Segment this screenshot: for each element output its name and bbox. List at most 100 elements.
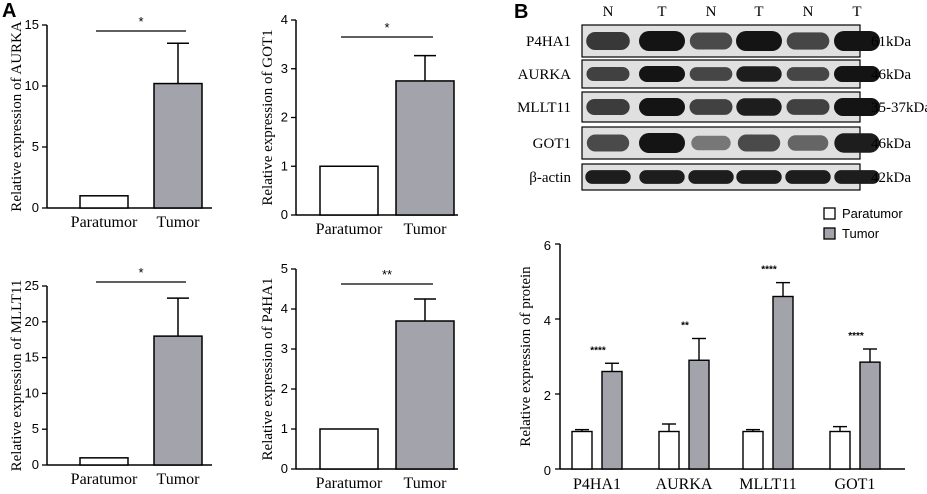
y-tick-label: 4 [281,12,288,27]
blot-band [834,66,880,82]
blot-band [585,170,631,184]
category-label: MLLT11 [739,476,796,493]
y-tick-label: 5 [281,261,288,276]
lane-label-t: T [852,4,861,20]
y-tick-label: 0 [281,207,288,222]
y-axis-label: Relative expression of MLLT11 [9,280,25,472]
panel-label-b: B [514,1,528,23]
significance-mark: **** [590,345,606,356]
blot-band [736,98,782,116]
lane-label-n: N [603,4,614,20]
lane-label-n: N [706,4,717,20]
lane-label-n: N [803,4,814,20]
chart-mllt11: 0 5 10 15 20 25 Paratumor Tumor * Relative expres… [9,265,212,488]
blot-band [586,32,630,50]
significance-mark: ** [681,321,689,332]
bar-paratumor [79,195,129,209]
blot-band [586,98,630,116]
bar-tumor [395,80,455,216]
blot-size-label: 61kDa [871,34,911,50]
blot-band [786,32,830,50]
category-label: AURKA [656,476,713,493]
blot-size-label: 46kDa [871,136,911,152]
blot-band [834,170,880,184]
y-tick-label: 10 [25,385,39,400]
significance-mark: ** [382,267,392,282]
legend-label-paratumor: Paratumor [842,206,903,221]
blot-protein-label: P4HA1 [526,34,571,50]
bar-tumor [153,82,203,209]
blot-band [787,135,829,151]
bar-paratumor [658,430,680,470]
chart-aurka: 0 5 10 15 Paratumor Tumor * Relative expression… [9,14,212,231]
blot-band [736,31,782,51]
bar-tumor [153,335,203,466]
blot-band [639,133,685,153]
category-label: Tumor [404,475,448,492]
bar-paratumor [742,430,764,470]
western-blot: N T N T N T P4HA1 61kDa AURKA 46kDa MLLT11 35-37kDa… [517,4,927,191]
blot-protein-label: β-actin [529,170,571,186]
blot-band [834,98,880,116]
blot-band [736,66,782,82]
category-label: GOT1 [835,476,876,493]
bar-tumor [688,359,710,470]
bar-paratumor [571,430,593,470]
blot-band [689,99,733,115]
category-label: Tumor [404,221,448,238]
blot-size-label: 42kDa [871,170,911,186]
y-tick-label: 25 [25,278,39,293]
y-axis-label: Relative expression of AURKA [9,21,25,212]
blot-band [786,99,830,115]
legend-label-tumor: Tumor [842,226,880,241]
significance-mark: * [138,14,143,29]
bar-paratumor [319,165,379,216]
chart-protein-expression: 0 2 4 6 **** P4HA1 ** AURKA **** MLLT11 **** GOT1 Re… [518,206,905,493]
significance-mark: **** [848,331,864,342]
blot-band [688,170,734,184]
bar-tumor [395,320,455,470]
blot-size-label: 46kDa [871,67,911,83]
y-tick-label: 20 [25,314,39,329]
category-label: Paratumor [71,471,138,488]
category-label: Paratumor [71,214,138,231]
y-tick-label: 3 [281,61,288,76]
blot-band [586,134,630,152]
blot-band [586,67,630,81]
y-tick-label: 3 [281,341,288,356]
bar-tumor [772,295,794,470]
y-axis-label: Relative expression of protein [518,266,534,447]
significance-mark: **** [761,265,777,276]
chart-p4ha1: 0 1 2 3 4 5 Paratumor Tumor ** Relative expressio… [260,261,458,492]
blot-protein-label: MLLT11 [517,100,571,116]
y-tick-label: 0 [32,457,39,472]
y-tick-label: 10 [25,78,39,93]
bar-paratumor [829,430,851,470]
chart-got1: 0 1 2 3 4 Paratumor Tumor * Relative expression … [260,12,458,238]
y-tick-label: 0 [32,200,39,215]
y-tick-label: 2 [544,388,551,403]
y-tick-label: 4 [544,313,551,328]
category-label: Paratumor [316,221,383,238]
bar-tumor [859,361,881,470]
blot-band [737,134,781,152]
significance-mark: * [384,20,389,35]
panel-label-a: A [2,0,16,22]
blot-band [736,170,782,184]
blot-band [639,170,685,184]
legend-swatch-paratumor [823,207,836,220]
category-label: P4HA1 [573,476,621,493]
category-label: Tumor [157,214,201,231]
y-tick-label: 1 [281,158,288,173]
bar-tumor [601,370,623,470]
blot-band [639,66,685,82]
y-tick-label: 1 [281,421,288,436]
bar-paratumor [319,428,379,470]
blot-band [689,32,733,50]
y-tick-label: 15 [25,17,39,32]
y-tick-label: 5 [32,421,39,436]
blot-size-label: 35-37kDa [871,100,927,116]
blot-band [786,67,830,81]
blot-band [691,135,731,151]
